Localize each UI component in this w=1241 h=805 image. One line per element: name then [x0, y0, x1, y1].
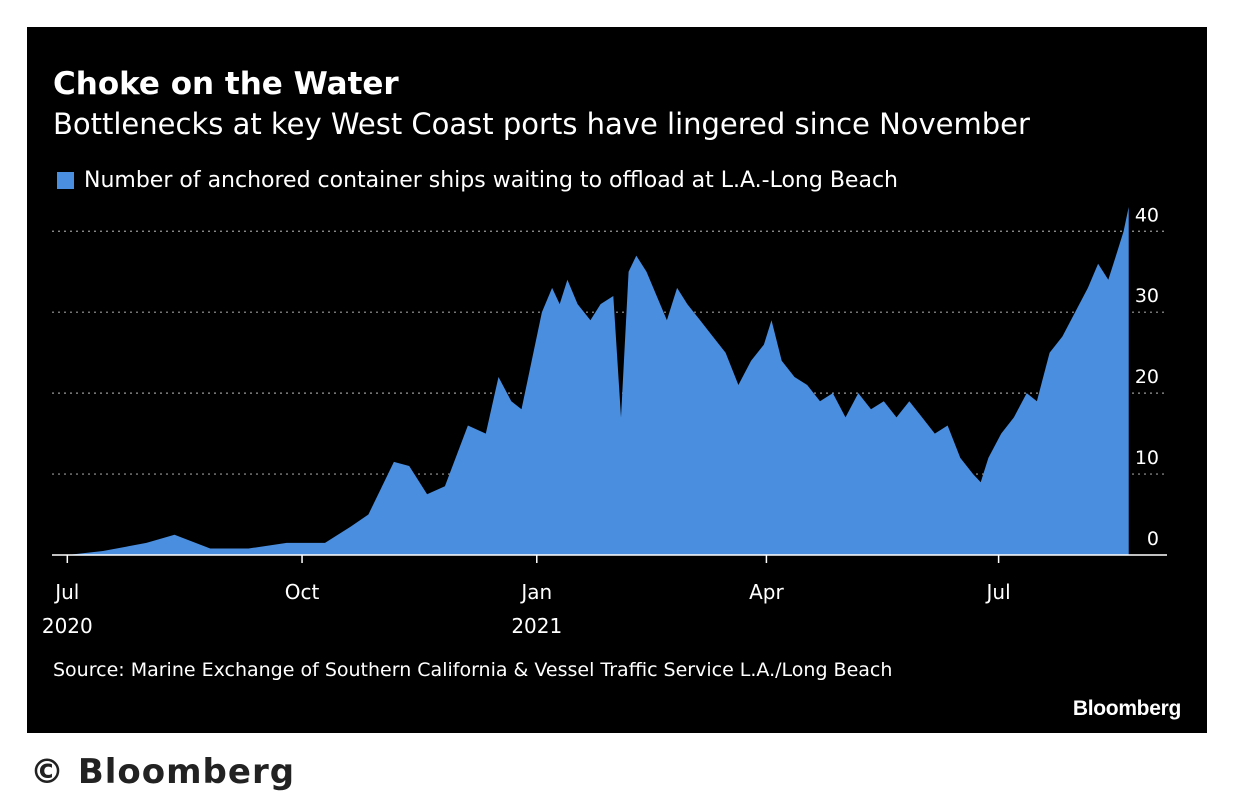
- series-area-path: [67, 207, 1129, 555]
- x-tick-label: Oct: [285, 580, 320, 604]
- series-area: [67, 207, 1129, 555]
- source-note: Source: Marine Exchange of Southern Cali…: [53, 659, 893, 681]
- y-tick-label: 10: [1135, 447, 1159, 469]
- legend-label: Number of anchored container ships waiti…: [84, 167, 898, 193]
- x-tick-label: Jul: [53, 580, 79, 604]
- x-tick-label: Apr: [749, 580, 784, 604]
- y-tick-label: 0: [1147, 528, 1159, 550]
- area-chart: 0 10 20 30 40 Jul 2020 Oct Jan 2021 Apr Jul: [42, 204, 1167, 638]
- x-tick-label: Jul: [985, 580, 1011, 604]
- y-tick-label: 20: [1135, 366, 1159, 388]
- copyright-text: © Bloomberg: [30, 752, 296, 792]
- chart-title: Choke on the Water: [53, 66, 399, 102]
- bloomberg-logo: Bloomberg: [1072, 697, 1181, 720]
- legend: Number of anchored container ships waiti…: [57, 165, 898, 195]
- chart-panel: Choke on the Water Bottlenecks at key We…: [27, 27, 1207, 733]
- x-tick-sublabel: 2020: [42, 614, 93, 638]
- legend-swatch: [57, 171, 74, 189]
- axes: 0 10 20 30 40 Jul 2020 Oct Jan 2021 Apr Jul: [42, 204, 1167, 638]
- x-tick-sublabel: 2021: [511, 614, 562, 638]
- y-tick-label: 30: [1135, 285, 1159, 307]
- chart-subtitle: Bottlenecks at key West Coast ports have…: [53, 107, 1030, 141]
- y-tick-label: 40: [1135, 204, 1159, 226]
- x-tick-label: Jan: [519, 580, 552, 604]
